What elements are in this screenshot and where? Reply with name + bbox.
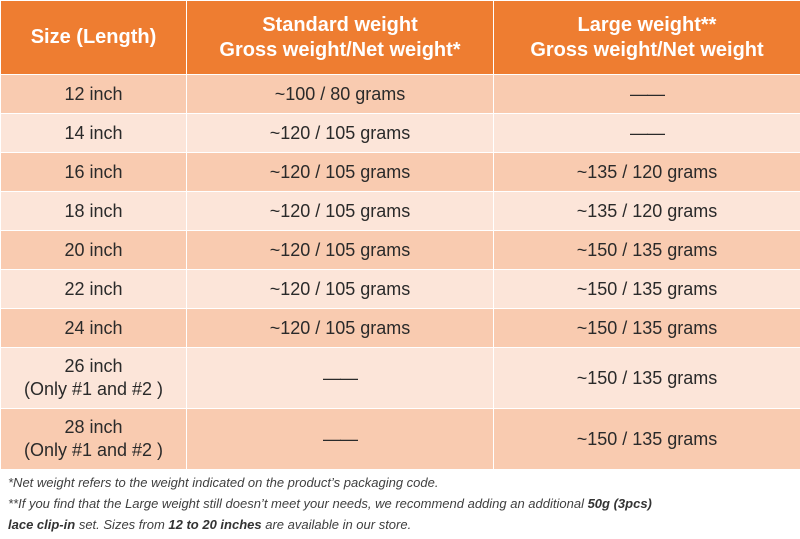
table-row: 18 inch ~120 / 105 grams ~135 / 120 gram…	[0, 191, 800, 231]
standard-cell: ~120 / 105 grams	[186, 113, 494, 153]
footnote-large-weight: **If you find that the Large weight stil…	[8, 493, 798, 514]
table-row: 22 inch ~120 / 105 grams ~150 / 135 gram…	[0, 269, 800, 309]
standard-cell: ~100 / 80 grams	[186, 74, 494, 114]
header-standard-weight: Standard weight Gross weight/Net weight*	[186, 0, 494, 75]
standard-cell: ~120 / 105 grams	[186, 191, 494, 231]
table-row: 28 inch (Only #1 and #2 ) —— ~150 / 135 …	[0, 408, 800, 470]
size-sublabel: (Only #1 and #2 )	[23, 440, 164, 460]
footnote-large-weight-cont: lace clip-in set. Sizes from 12 to 20 in…	[8, 514, 798, 535]
large-cell: ~150 / 135 grams	[493, 269, 800, 309]
standard-cell: ——	[186, 408, 494, 470]
large-cell: ~150 / 135 grams	[493, 230, 800, 270]
size-label: 16 inch	[64, 161, 123, 182]
standard-cell: ——	[186, 347, 494, 409]
size-cell: 18 inch	[0, 191, 187, 231]
size-label: 26 inch	[64, 356, 123, 376]
large-cell: ~135 / 120 grams	[493, 152, 800, 192]
size-cell: 14 inch	[0, 113, 187, 153]
size-label: 14 inch	[64, 122, 123, 143]
large-cell: ~150 / 135 grams	[493, 408, 800, 470]
size-cell: 24 inch	[0, 308, 187, 348]
footnote-bold-amount: 50g (3pcs)	[587, 496, 652, 511]
size-cell: 20 inch	[0, 230, 187, 270]
size-sublabel: (Only #1 and #2 )	[23, 379, 164, 399]
large-cell: ~150 / 135 grams	[493, 347, 800, 409]
size-cell: 22 inch	[0, 269, 187, 309]
header-large-line1: Large weight**	[577, 13, 717, 36]
header-standard-line2: Gross weight/Net weight*	[219, 38, 461, 61]
header-size: Size (Length)	[0, 0, 187, 75]
size-label: 18 inch	[64, 200, 123, 221]
footnote-bold-product: lace clip-in	[8, 517, 76, 532]
header-standard-line1: Standard weight	[262, 13, 418, 36]
footnote-net-weight: *Net weight refers to the weight indicat…	[8, 475, 439, 490]
footnote-bold-range: 12 to 20 inches	[168, 517, 262, 532]
size-cell: 16 inch	[0, 152, 187, 192]
table-row: 24 inch ~120 / 105 grams ~150 / 135 gram…	[0, 308, 800, 348]
table-row: 16 inch ~120 / 105 grams ~135 / 120 gram…	[0, 152, 800, 192]
large-cell: ——	[493, 113, 800, 153]
header-large-line2: Gross weight/Net weight	[530, 38, 764, 61]
header-size-label: Size (Length)	[30, 26, 157, 48]
footnotes: *Net weight refers to the weight indicat…	[8, 472, 798, 535]
size-cell: 12 inch	[0, 74, 187, 114]
size-label: 20 inch	[64, 239, 123, 260]
table-row: 20 inch ~120 / 105 grams ~150 / 135 gram…	[0, 230, 800, 270]
size-label: 28 inch	[64, 417, 123, 437]
header-row: Size (Length) Standard weight Gross weig…	[0, 0, 800, 75]
size-label: 22 inch	[64, 278, 123, 299]
size-label: 12 inch	[64, 83, 123, 104]
size-cell: 28 inch (Only #1 and #2 )	[0, 408, 187, 470]
standard-cell: ~120 / 105 grams	[186, 152, 494, 192]
table-row: 12 inch ~100 / 80 grams ——	[0, 74, 800, 114]
footnote-text: set. Sizes from	[75, 517, 169, 532]
standard-cell: ~120 / 105 grams	[186, 230, 494, 270]
size-label: 24 inch	[64, 317, 123, 338]
weight-table: Size (Length) Standard weight Gross weig…	[0, 0, 800, 470]
footnote-text: **If you find that the Large weight stil…	[8, 496, 588, 511]
size-cell: 26 inch (Only #1 and #2 )	[0, 347, 187, 409]
large-cell: ——	[493, 74, 800, 114]
standard-cell: ~120 / 105 grams	[186, 308, 494, 348]
large-cell: ~150 / 135 grams	[493, 308, 800, 348]
standard-cell: ~120 / 105 grams	[186, 269, 494, 309]
header-large-weight: Large weight** Gross weight/Net weight	[493, 0, 800, 75]
table-row: 14 inch ~120 / 105 grams ——	[0, 113, 800, 153]
table-row: 26 inch (Only #1 and #2 ) —— ~150 / 135 …	[0, 347, 800, 409]
large-cell: ~135 / 120 grams	[493, 191, 800, 231]
footnote-text: are available in our store.	[261, 517, 412, 532]
